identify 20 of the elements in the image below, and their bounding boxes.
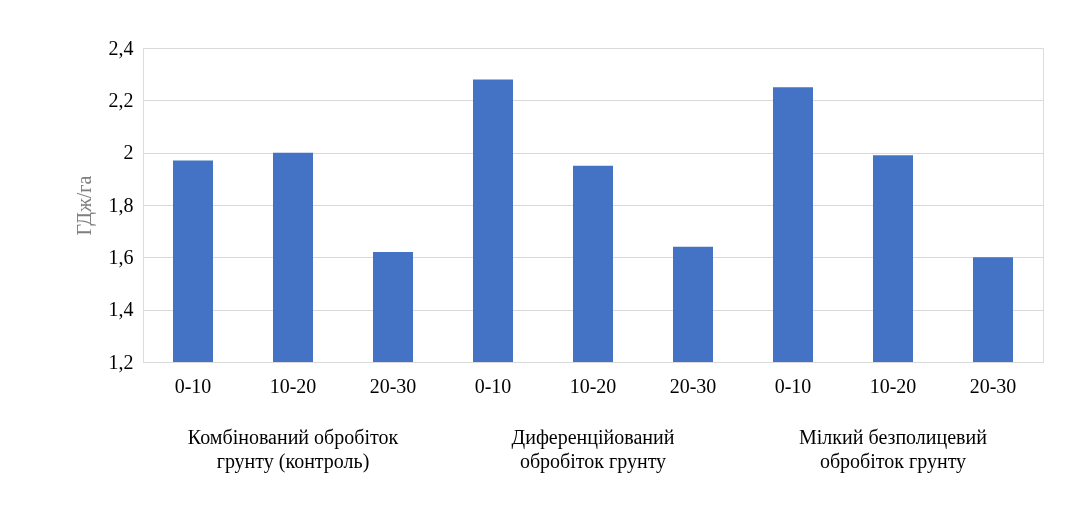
x-tick-label: 10-20 xyxy=(869,374,917,397)
x-tick-label: 20-30 xyxy=(969,374,1017,397)
y-tick-label: 1,4 xyxy=(108,298,134,321)
y-tick-label: 2,2 xyxy=(108,88,134,111)
x-tick-label: 10-20 xyxy=(269,374,317,397)
text: Комбінований обробіток грунту (контроль) xyxy=(187,426,399,473)
x-tick-label: 20-30 xyxy=(669,374,717,397)
x-tick-label: 10-20 xyxy=(569,374,617,397)
y-tick-label: 2,4 xyxy=(108,36,134,59)
x-tick-label: 20-30 xyxy=(369,374,417,397)
y-tick-label: 1,8 xyxy=(108,193,134,216)
x-tick-label: 0-10 xyxy=(474,374,512,397)
y-tick-label: 1,2 xyxy=(108,350,134,373)
y-tick-label: 2 xyxy=(123,141,134,164)
text: Диференційований обробіток грунту xyxy=(511,426,675,473)
x-tick-label: 0-10 xyxy=(774,374,812,397)
y-axis-title: ГДж/га xyxy=(72,175,96,236)
text: Мілкий безполицевий обробіток грунту xyxy=(799,426,988,473)
y-tick-label: 1,6 xyxy=(108,245,134,268)
x-tick-label: 0-10 xyxy=(174,374,212,397)
